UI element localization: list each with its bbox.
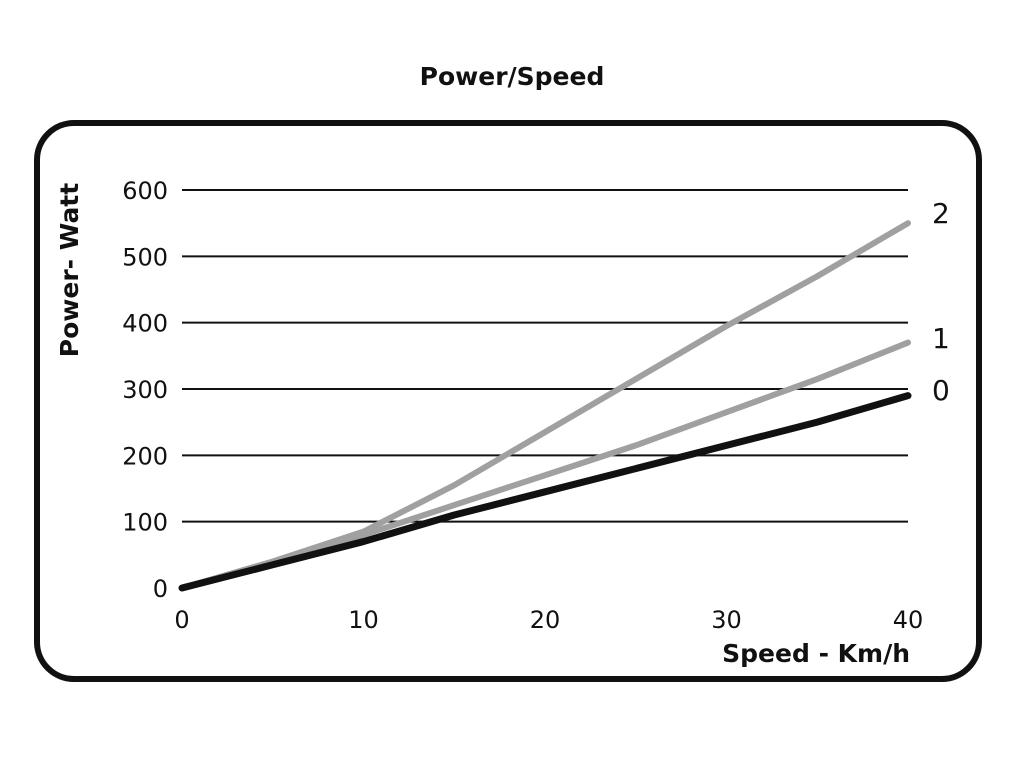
series-label-2: 2 xyxy=(932,197,950,230)
y-tick-label: 0 xyxy=(153,575,168,603)
y-tick-label: 300 xyxy=(122,376,168,404)
series-label-1: 1 xyxy=(932,322,950,355)
y-tick-label: 400 xyxy=(122,310,168,338)
x-tick-label: 0 xyxy=(174,606,189,634)
series-line-2 xyxy=(179,220,911,591)
x-tick-label: 10 xyxy=(348,606,379,634)
y-tick-label: 200 xyxy=(122,442,168,470)
x-tick-label: 40 xyxy=(893,606,924,634)
y-tick-label: 600 xyxy=(122,177,168,205)
x-axis-title: Speed - Km/h xyxy=(722,639,910,668)
y-tick-label: 500 xyxy=(122,243,168,271)
chart-title: Power/Speed xyxy=(419,62,605,91)
series-label-0: 0 xyxy=(932,374,950,407)
y-axis-title: Power- Watt xyxy=(55,183,84,357)
series-line-1 xyxy=(179,339,911,591)
series-line-0 xyxy=(178,392,912,592)
plot-frame xyxy=(34,120,982,682)
y-tick-label: 100 xyxy=(122,509,168,537)
x-tick-label: 20 xyxy=(530,606,561,634)
x-tick-label: 30 xyxy=(711,606,742,634)
